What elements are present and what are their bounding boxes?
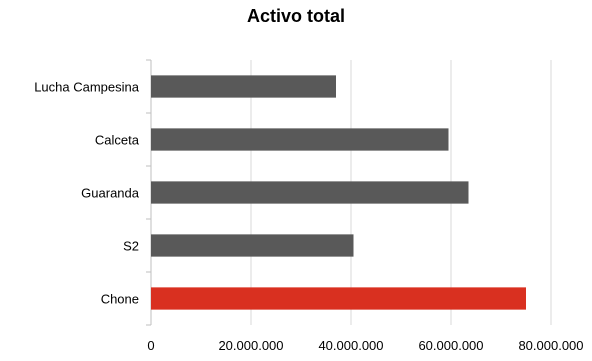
- x-tick-label: 80.000.000: [518, 338, 583, 353]
- category-label: Guaranda: [81, 186, 140, 201]
- x-tick-label: 0: [147, 338, 154, 353]
- category-label: Chone: [101, 292, 139, 307]
- bar: [151, 181, 469, 204]
- chart-title: Activo total: [246, 6, 345, 26]
- x-tick-label: 60.000.000: [418, 338, 483, 353]
- x-tick-label: 40.000.000: [318, 338, 383, 353]
- category-label: Calceta: [95, 133, 140, 148]
- bar: [151, 75, 336, 98]
- bar: [151, 234, 354, 257]
- x-tick-label: 20.000.000: [218, 338, 283, 353]
- category-label: S2: [123, 239, 139, 254]
- category-label: Lucha Campesina: [34, 80, 140, 95]
- bar: [151, 128, 449, 151]
- bar: [151, 287, 526, 310]
